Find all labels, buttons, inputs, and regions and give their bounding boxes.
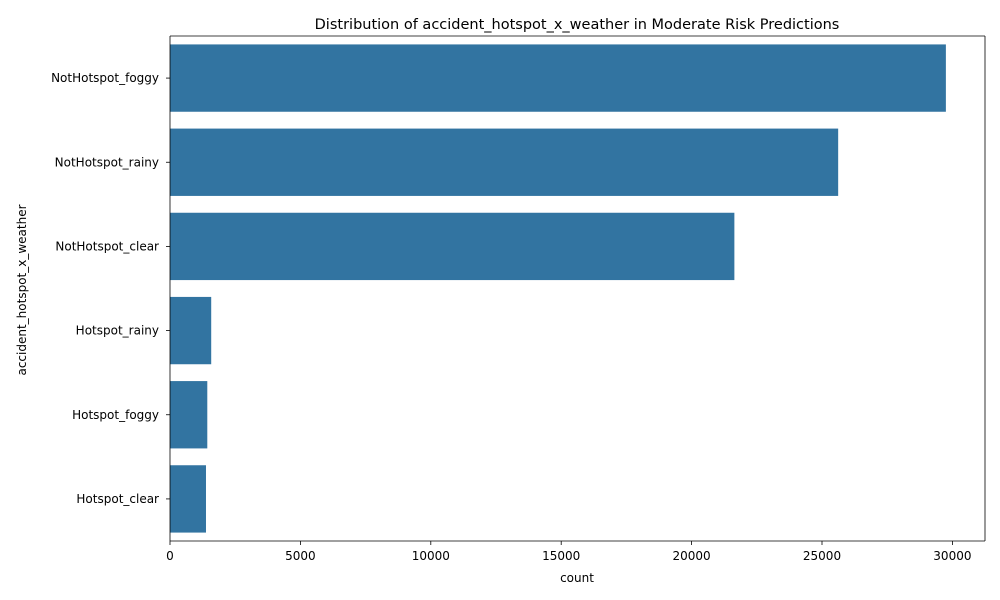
- x-tick-label: 30000: [933, 549, 971, 563]
- bar-nothotspot-rainy: [170, 128, 839, 196]
- y-tick-label: NotHotspot_clear: [55, 239, 159, 253]
- x-tick-label: 10000: [412, 549, 450, 563]
- x-tick-label: 5000: [285, 549, 316, 563]
- x-tick-label: 20000: [673, 549, 711, 563]
- bar-hotspot-rainy: [170, 296, 212, 365]
- y-tick-label: Hotspot_clear: [76, 492, 159, 506]
- bar-nothotspot-foggy: [170, 44, 946, 112]
- chart-title: Distribution of accident_hotspot_x_weath…: [315, 17, 840, 33]
- y-tick-label: Hotspot_foggy: [72, 408, 159, 422]
- x-tick-label: 15000: [542, 549, 580, 563]
- y-tick-label: NotHotspot_rainy: [55, 155, 159, 169]
- x-tick-label: 25000: [803, 549, 841, 563]
- bar-nothotspot-clear: [170, 212, 735, 281]
- y-axis-title: accident_hotspot_x_weather: [15, 204, 29, 375]
- y-tick-label: Hotspot_rainy: [76, 324, 159, 338]
- y-tick-label: NotHotspot_foggy: [51, 71, 159, 85]
- x-axis-title: count: [560, 571, 594, 585]
- bar-hotspot-clear: [170, 465, 206, 533]
- bar-hotspot-foggy: [170, 381, 208, 449]
- x-tick-label: 0: [166, 549, 174, 563]
- plot-area: NotHotspot_foggy NotHotspot_rainy NotHotsp…: [51, 35, 986, 563]
